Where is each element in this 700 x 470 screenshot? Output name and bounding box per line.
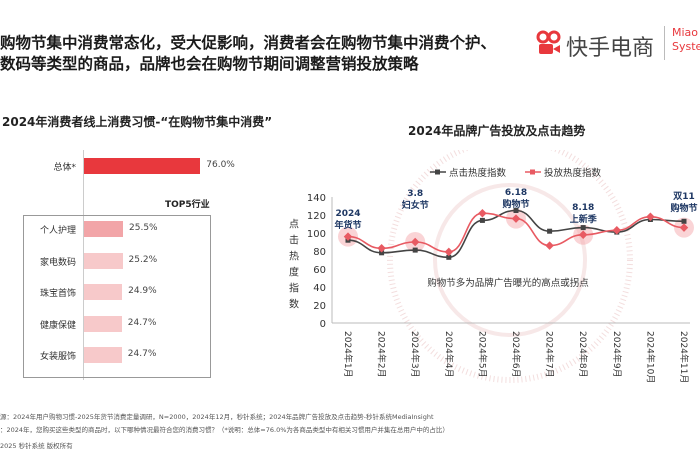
click-point <box>513 208 519 213</box>
chart-note: 购物节多为品牌广告曝光的高点或拐点 <box>427 277 589 289</box>
y-tick-label: 140 <box>307 193 326 204</box>
bar-axis-line <box>83 150 84 380</box>
x-tick-label: 2024年9月 <box>611 331 623 378</box>
bar-label: 珠宝首饰 <box>39 289 76 299</box>
bar-label: 个人护理 <box>39 226 76 236</box>
ad-point <box>545 241 554 250</box>
y-tick-label: 120 <box>307 211 326 222</box>
y-axis-label: 度 <box>289 266 299 279</box>
click-point <box>412 247 418 253</box>
ad-point <box>646 212 655 222</box>
legend-marker <box>530 169 535 175</box>
x-tick-label: 2024年6月 <box>510 331 522 378</box>
x-tick-label: 2024年8月 <box>577 331 589 378</box>
decor-ring <box>433 183 587 337</box>
top5-title: TOP5行业 <box>165 200 210 210</box>
bar-value: 25.5% <box>129 223 158 233</box>
x-tick-label: 2024年3月 <box>409 331 421 378</box>
line-chart: 0 20 40 60 80 100 120 140 点击热度指数 2024年1月 2024年2月 20… <box>289 150 698 383</box>
x-tick-label: 2024年10月 <box>644 331 656 383</box>
click-point <box>580 225 586 231</box>
event-annotation: 年货节 <box>334 219 361 231</box>
y-axis-label: 点 <box>289 219 299 231</box>
y-tick-label: 80 <box>313 247 326 258</box>
y-tick-label: 60 <box>313 265 326 276</box>
line-chart-title: 2024年品牌广告投放及点击趋势 <box>408 124 586 138</box>
headline-line-2: 数码等类型的商品，品牌也会在购物节期间调整营销投放策略 <box>0 55 419 73</box>
legend-marker <box>435 169 440 175</box>
logo-divider <box>664 26 665 60</box>
click-point <box>379 250 385 256</box>
event-annotation: 6.18 <box>505 188 527 198</box>
headline-line-1: 购物节集中消费常态化，受大促影响，消费者会在购物节集中消费个护、 <box>0 34 497 52</box>
y-tick-label: 100 <box>307 229 326 240</box>
y-axis-label: 数 <box>289 298 299 311</box>
event-annotation: 购物节 <box>502 198 529 210</box>
x-tick-label: 2024年11月 <box>678 331 690 383</box>
bar-value: 24.9% <box>128 286 157 296</box>
x-tick-label: 2024年4月 <box>443 331 455 378</box>
event-annotation: 购物节 <box>670 202 697 214</box>
footer-source: 源：2024年用户购物习惯-2025年货节消费定量调研，N=2000，2024年… <box>0 413 434 421</box>
ad-point <box>343 232 353 241</box>
x-tick-label: 2024年5月 <box>476 331 488 378</box>
bar-overall <box>84 158 201 174</box>
ad-point <box>377 244 386 253</box>
bar <box>84 221 123 237</box>
event-annotation: 8.18 <box>572 203 594 213</box>
bar-chart-title: 2024年消费者线上消费习惯-“在购物节集中消费” <box>2 115 273 129</box>
bar-label: 女装服饰 <box>39 352 76 362</box>
ad-point <box>444 247 454 257</box>
y-tick-label: 20 <box>313 301 326 312</box>
click-point <box>681 218 687 224</box>
footer-question: ：2024年，您购买这些类型的商品时，以下哪种情况最符合您的消费习惯？（*说明：… <box>0 426 449 434</box>
y-axis-label: 击 <box>289 235 299 247</box>
ad-point <box>612 226 622 235</box>
x-tick-label: 2024年2月 <box>376 331 388 378</box>
kuaishou-logo-icon <box>536 30 562 56</box>
bar-label-overall: 总体* <box>53 163 76 173</box>
bar <box>84 347 122 363</box>
bar-value: 24.7% <box>127 317 157 328</box>
bar <box>84 252 123 269</box>
click-point <box>446 254 452 260</box>
event-annotation: 3.8 <box>407 189 423 199</box>
y-tick-label: 40 <box>313 283 326 294</box>
ad-point <box>478 208 487 218</box>
bar-value: 24.7% <box>127 349 157 359</box>
bar-value-overall: 76.0% <box>206 160 235 170</box>
bar-label: 家电数码 <box>39 257 76 268</box>
brand-logo-text: 快手电商 <box>566 36 655 61</box>
partner-logo-line: Miao <box>672 26 699 39</box>
legend-label: 点击热度指数 <box>449 167 507 179</box>
bar <box>84 284 123 300</box>
event-annotation: 双11 <box>673 191 695 202</box>
decor-ring <box>387 150 633 383</box>
y-axis-label: 指 <box>289 282 299 295</box>
y-axis-label: 热 <box>289 250 299 263</box>
footer-copyright: 2025 秒针系统 版权所有 <box>0 442 73 450</box>
event-annotation: 2024 <box>335 209 360 219</box>
bar-value: 25.2% <box>128 254 158 265</box>
ad-point <box>410 237 420 247</box>
partner-logo: Miao Syste <box>672 26 700 54</box>
top5-box <box>23 215 211 378</box>
x-tick-label: 2024年1月 <box>342 331 354 378</box>
bar-label: 健康保健 <box>39 320 76 331</box>
x-tick-label: 2024年7月 <box>544 331 556 378</box>
click-point <box>479 217 485 223</box>
event-annotation: 上新季 <box>570 213 598 225</box>
event-annotation: 妇女节 <box>401 199 429 211</box>
y-tick-label: 0 <box>320 319 326 330</box>
partner-logo-line: Syste <box>672 40 700 53</box>
bar <box>84 315 122 332</box>
click-point <box>547 228 553 234</box>
legend-label: 投放热度指数 <box>544 167 602 179</box>
